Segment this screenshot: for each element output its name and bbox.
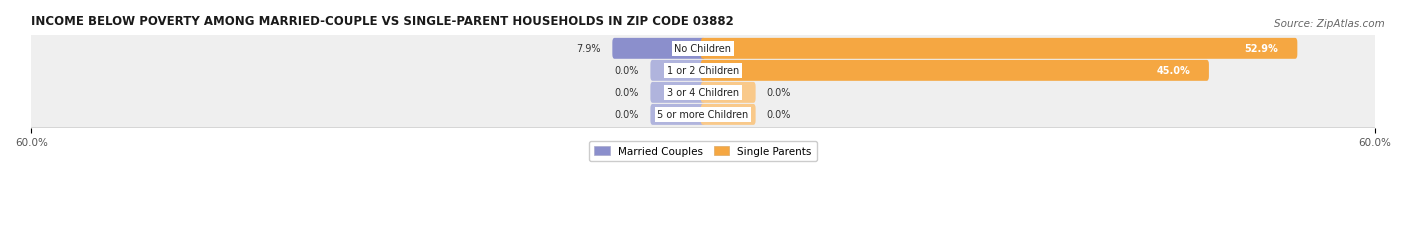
- Text: 45.0%: 45.0%: [1156, 66, 1189, 76]
- FancyBboxPatch shape: [700, 104, 755, 125]
- Text: 1 or 2 Children: 1 or 2 Children: [666, 66, 740, 76]
- Text: INCOME BELOW POVERTY AMONG MARRIED-COUPLE VS SINGLE-PARENT HOUSEHOLDS IN ZIP COD: INCOME BELOW POVERTY AMONG MARRIED-COUPL…: [31, 15, 734, 28]
- Text: 3 or 4 Children: 3 or 4 Children: [666, 88, 740, 98]
- FancyBboxPatch shape: [651, 104, 706, 125]
- FancyBboxPatch shape: [700, 82, 755, 103]
- Text: 0.0%: 0.0%: [614, 88, 640, 98]
- FancyBboxPatch shape: [28, 55, 1378, 87]
- FancyBboxPatch shape: [651, 82, 706, 103]
- FancyBboxPatch shape: [28, 99, 1378, 131]
- Text: 0.0%: 0.0%: [614, 110, 640, 120]
- Text: 5 or more Children: 5 or more Children: [658, 110, 748, 120]
- Legend: Married Couples, Single Parents: Married Couples, Single Parents: [589, 141, 817, 161]
- FancyBboxPatch shape: [28, 77, 1378, 109]
- Text: No Children: No Children: [675, 44, 731, 54]
- Text: 7.9%: 7.9%: [576, 44, 602, 54]
- Text: Source: ZipAtlas.com: Source: ZipAtlas.com: [1274, 18, 1385, 28]
- FancyBboxPatch shape: [651, 61, 706, 82]
- Text: 0.0%: 0.0%: [614, 66, 640, 76]
- Text: 52.9%: 52.9%: [1244, 44, 1278, 54]
- FancyBboxPatch shape: [700, 61, 1209, 82]
- FancyBboxPatch shape: [613, 39, 706, 60]
- Text: 0.0%: 0.0%: [766, 88, 792, 98]
- FancyBboxPatch shape: [700, 39, 1298, 60]
- FancyBboxPatch shape: [28, 33, 1378, 65]
- Text: 0.0%: 0.0%: [766, 110, 792, 120]
